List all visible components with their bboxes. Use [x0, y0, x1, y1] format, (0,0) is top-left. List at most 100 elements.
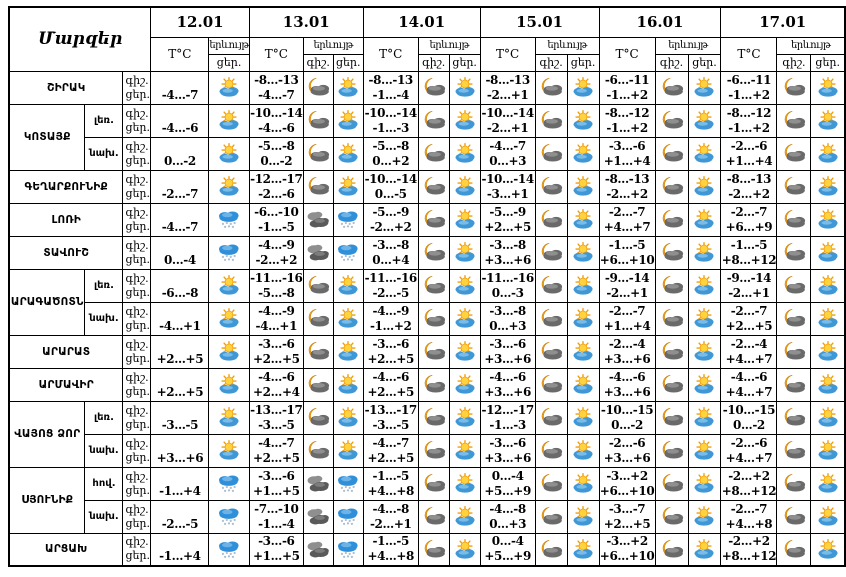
time-of-day-labels: գիշ. ցեր.	[122, 433, 152, 468]
day-phenomenon-cell	[448, 301, 481, 336]
day-temperature: +2...+5	[253, 450, 300, 465]
night-temperature: -1...-5	[730, 237, 768, 252]
temperature-cell: -3...-8 0...+3	[479, 301, 536, 336]
night-phenomenon-cell	[417, 301, 450, 336]
night-label: գիշ.	[125, 304, 149, 318]
header-row-daynight: ցեր. գիշ. ցեր. գիշ. ցեր. գիշ. ցեր. գիշ. ցեր. գիշ.…	[9, 53, 846, 72]
temperature-cell: -5...-8 0...-2	[248, 136, 304, 171]
phenomenon-header: երևույթ	[302, 36, 364, 55]
day-phenomenon-cell	[566, 136, 600, 171]
day-phenomenon-cell	[566, 70, 600, 105]
phenomenon-header: երևույթ	[776, 36, 846, 55]
snow-cloud-icon	[216, 473, 242, 494]
subregion-label: լեռ.	[84, 268, 124, 303]
day-label: ցեր.	[125, 120, 150, 134]
day-temperature: +2...+5	[367, 351, 414, 366]
sun-cloud-icon	[570, 176, 596, 197]
day-temperature: +4...+8	[367, 483, 414, 498]
time-of-day-labels: գիշ. ցեր.	[122, 202, 152, 237]
day-temperature: -2...+2	[255, 252, 298, 267]
day-phenomenon-cell	[687, 70, 722, 105]
day-temperature: 0...+3	[489, 516, 527, 531]
day-phenomenon-cell	[566, 334, 600, 369]
day-label: ցեր.	[125, 516, 150, 530]
sun-cloud-icon	[335, 143, 361, 164]
night-temperature: -1...-5	[372, 468, 410, 483]
temperature-cell: -8...-13 -2...+2	[598, 169, 656, 204]
moon-cloud-icon	[659, 473, 685, 494]
night-temperature: -10...-14	[250, 105, 303, 120]
night-temperature: -4...-9	[372, 303, 410, 318]
night-phenomenon-cell	[776, 301, 812, 336]
sun-cloud-icon	[815, 374, 841, 395]
day-temperature: +3...+6	[484, 252, 531, 267]
day-phenomenon-cell	[208, 433, 250, 468]
day-phenomenon-cell	[687, 169, 722, 204]
temperature-cell: -4...-7 +2...+5	[248, 433, 304, 468]
day-temperature: -2...+1	[369, 516, 412, 531]
temperature-cell: -10...-14 -1...-3	[362, 103, 419, 138]
night-phenomenon-cell	[302, 70, 334, 105]
moon-cloud-icon	[781, 473, 807, 494]
night-temperature: -8...-13	[368, 72, 414, 87]
temperature-cell: -3...-6 +2...+5	[362, 334, 419, 369]
moon-cloud-icon	[538, 341, 564, 362]
day-temperature: -1...+4	[159, 549, 201, 564]
night-temperature: -3...-8	[489, 303, 526, 318]
day-phenomenon-cell	[208, 367, 250, 402]
day-temperature: +3...+6	[603, 450, 651, 465]
day-temperature: -2...+1	[486, 120, 529, 135]
date-header: 12.01	[150, 6, 250, 38]
temperature-header: T°C	[720, 36, 778, 72]
moon-cloud-icon	[305, 374, 331, 395]
temperature-cell: -6...-11 -1...+2	[720, 70, 778, 105]
moon-cloud-icon	[781, 110, 807, 131]
day-phenomenon-cell	[566, 367, 600, 402]
day-label: ցեր.	[125, 384, 150, 398]
night-temperature: -2...+2	[728, 534, 770, 549]
day-temperature: -1...-5	[258, 219, 295, 234]
night-label: գիշ.	[125, 436, 149, 450]
day-temperature: +1...+4	[603, 318, 651, 333]
night-temperature: -9...-14	[604, 270, 650, 285]
day-temperature: +4...+8	[725, 516, 773, 531]
moon-cloud-icon	[305, 275, 331, 296]
temperature-cell: -11...-16 -5...-8	[248, 268, 304, 303]
night-temperature: -4...-6	[372, 369, 410, 384]
temperature-cell: +3...+6	[150, 433, 210, 468]
day-phenomenon-cell	[566, 103, 600, 138]
day-phenomenon-cell	[332, 103, 364, 138]
moon-cloud-icon	[421, 143, 447, 164]
region-name: ԱՐՄԱՎԻՐ	[8, 367, 124, 402]
temperature-cell: -3...-5	[150, 400, 210, 435]
sun-cloud-icon	[335, 440, 361, 461]
night-temperature: -3...-6	[489, 336, 526, 351]
sun-cloud-icon	[815, 110, 841, 131]
moon-cloud-icon	[421, 473, 447, 494]
dark-clouds-icon	[305, 242, 331, 263]
night-phenomenon-cell	[654, 367, 689, 402]
day-temperature: -3...-5	[161, 417, 199, 432]
night-temperature: -11...-16	[364, 270, 418, 285]
night-phenomenon-cell	[534, 532, 568, 567]
moon-cloud-icon	[305, 407, 331, 428]
sun-cloud-icon	[691, 110, 717, 131]
moon-cloud-icon	[781, 143, 807, 164]
night-temperature: -4...-6	[730, 369, 768, 384]
moon-cloud-icon	[659, 539, 685, 560]
region-name: ԱՐԱՐԱՏ	[8, 334, 124, 369]
sun-cloud-icon	[216, 176, 242, 197]
moon-cloud-icon	[305, 308, 331, 329]
snow-cloud-icon	[335, 473, 361, 494]
header-row-dates: Մարզեր 12.01 13.01 14.01 15.01 16.01 17.01	[8, 6, 846, 72]
day-phenomenon-cell	[687, 235, 722, 270]
temperature-cell: -3...-8 0...+4	[362, 235, 419, 270]
night-phenomenon-cell	[302, 136, 334, 171]
night-temperature: -2...-7	[608, 303, 646, 318]
night-temperature: -8...-13	[726, 171, 772, 186]
dark-clouds-icon	[305, 539, 331, 560]
day-temperature: -1...-3	[372, 120, 410, 135]
night-temperature: -4...-7	[489, 138, 526, 153]
night-temperature: -1...-5	[608, 237, 646, 252]
night-phenomenon-cell	[417, 334, 450, 369]
